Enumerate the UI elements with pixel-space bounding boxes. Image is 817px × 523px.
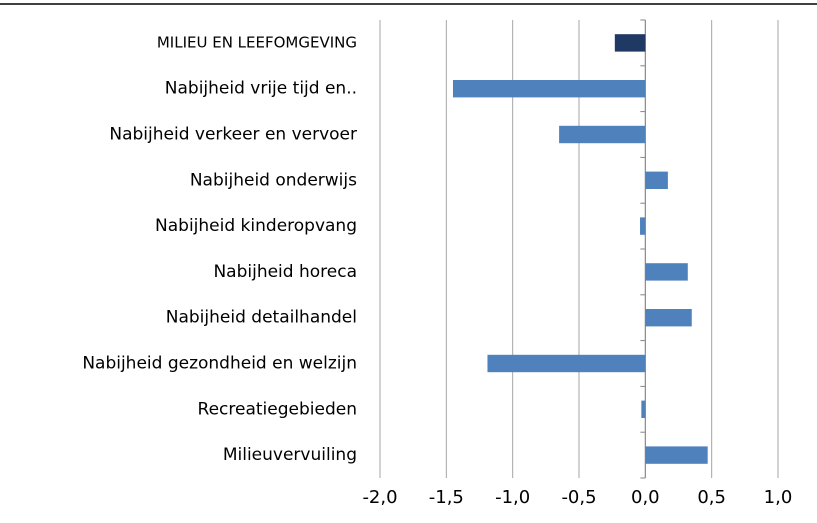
bar — [641, 400, 646, 419]
y-tick-label: Nabijheid onderwijs — [190, 170, 357, 190]
y-tick-label: Nabijheid detailhandel — [166, 308, 357, 328]
y-tick-label: MILIEU EN LEEFOMGEVING — [157, 33, 357, 51]
x-tick-label: 1,0 — [764, 487, 793, 508]
y-tick-label: Recreatiegebieden — [198, 399, 357, 419]
x-tick-label: -2,0 — [362, 487, 397, 508]
bar — [645, 171, 668, 190]
bar — [645, 308, 692, 327]
bar — [645, 263, 688, 281]
y-tick-label: Nabijheid horeca — [213, 262, 357, 282]
y-tick-label: Nabijheid kinderopvang — [155, 216, 357, 236]
x-tick-label: 0,0 — [631, 487, 660, 508]
bar — [640, 217, 646, 235]
x-tick-label: 0,5 — [697, 487, 726, 508]
x-tick-label: -1,0 — [495, 487, 530, 508]
bar — [487, 354, 646, 373]
bar — [614, 34, 646, 52]
x-tick-label: -1,5 — [429, 487, 464, 508]
y-tick-label: Nabijheid verkeer en vervoer — [109, 125, 357, 145]
bar — [559, 125, 646, 144]
bar — [645, 446, 708, 464]
y-tick-label: Nabijheid vrije tijd en.. — [165, 79, 357, 99]
y-tick-label: Nabijheid gezondheid en welzijn — [82, 354, 357, 374]
y-tick-label: Milieuvervuiling — [223, 445, 357, 465]
bar — [452, 79, 646, 98]
x-tick-label: -0,5 — [561, 487, 596, 508]
